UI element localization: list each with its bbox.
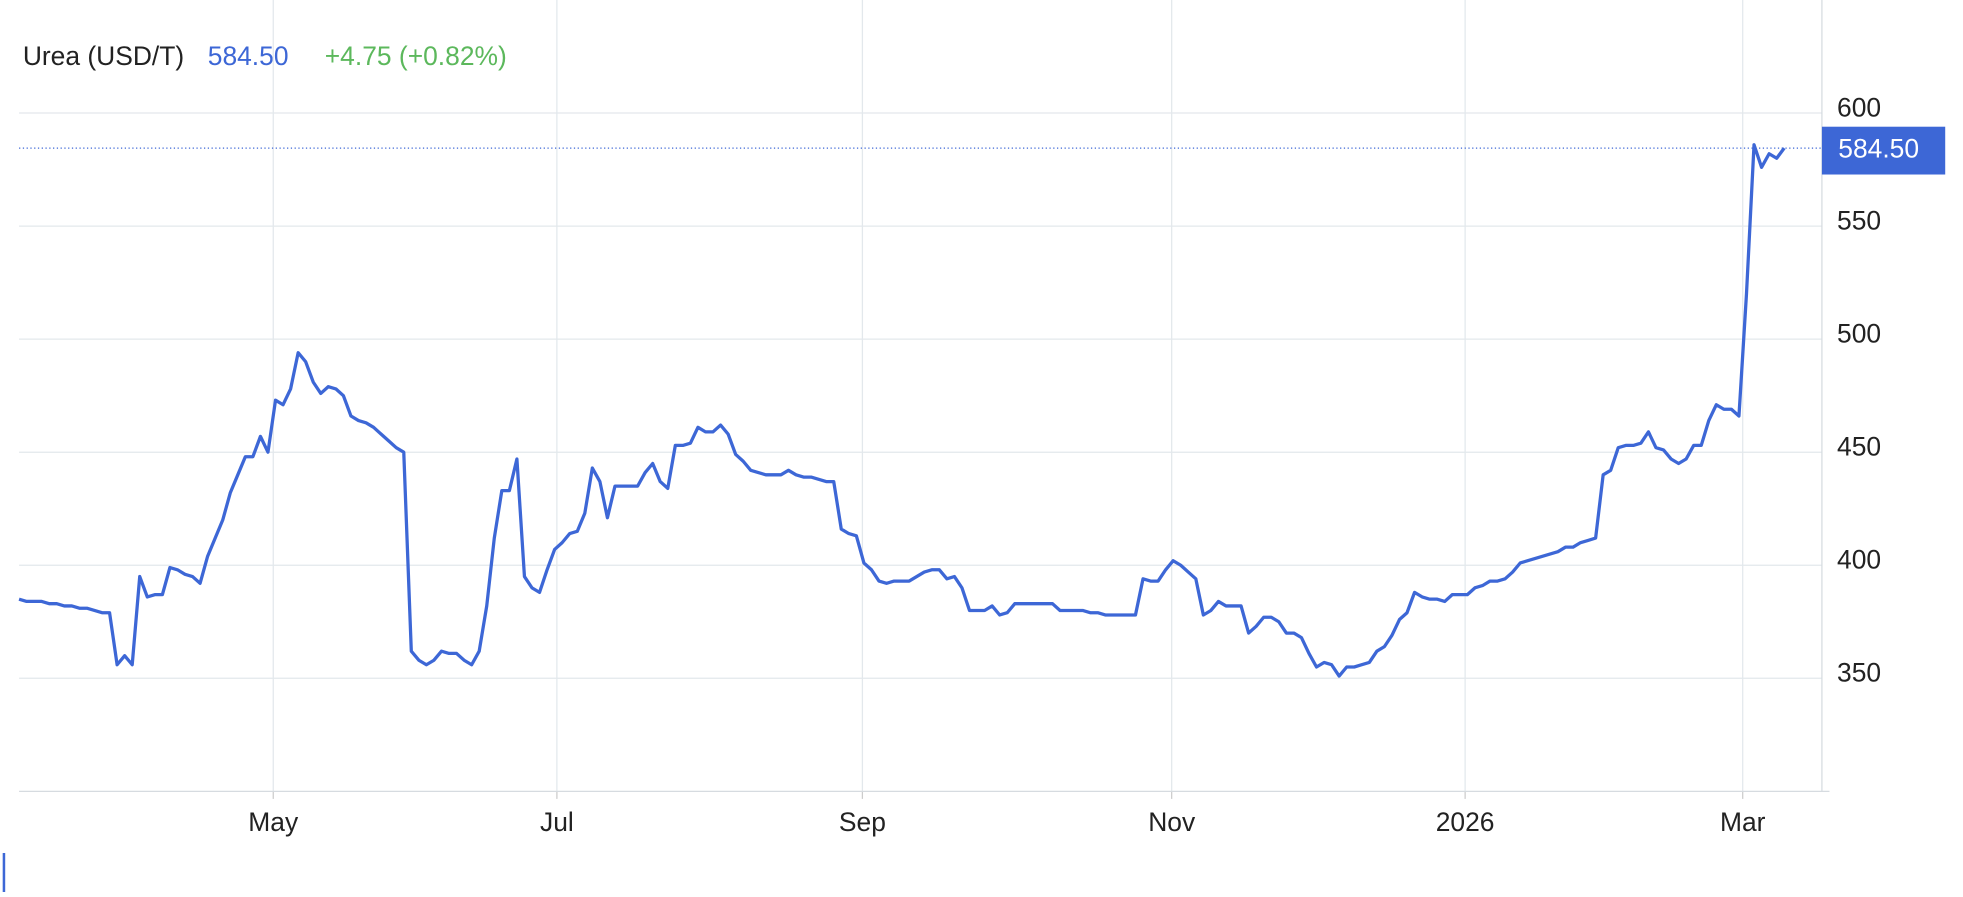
y-tick-label: 350: [1837, 658, 1881, 688]
y-tick-label: 550: [1837, 205, 1881, 235]
y-tick-label: 400: [1837, 544, 1881, 574]
x-tick-label: Nov: [1148, 807, 1196, 837]
x-tick-label: Jul: [540, 807, 574, 837]
x-tick-label: 2026: [1436, 807, 1495, 837]
x-tick-label: Sep: [839, 807, 886, 837]
x-tick-label: Mar: [1720, 807, 1766, 837]
y-tick-label: 500: [1837, 318, 1881, 348]
chart-title: Urea (USD/T): [23, 41, 184, 71]
scroll-marker: [2, 852, 6, 892]
header-price: 584.50: [208, 41, 289, 71]
x-tick-label: May: [248, 807, 299, 837]
header-change: +4.75 (+0.82%): [325, 41, 507, 71]
y-tick-label: 450: [1837, 431, 1881, 461]
price-line: [18, 143, 1786, 678]
last-price-label: 584.50: [1838, 134, 1919, 164]
y-tick-label: 600: [1837, 92, 1881, 122]
last-price-tag: [1821, 126, 1946, 175]
